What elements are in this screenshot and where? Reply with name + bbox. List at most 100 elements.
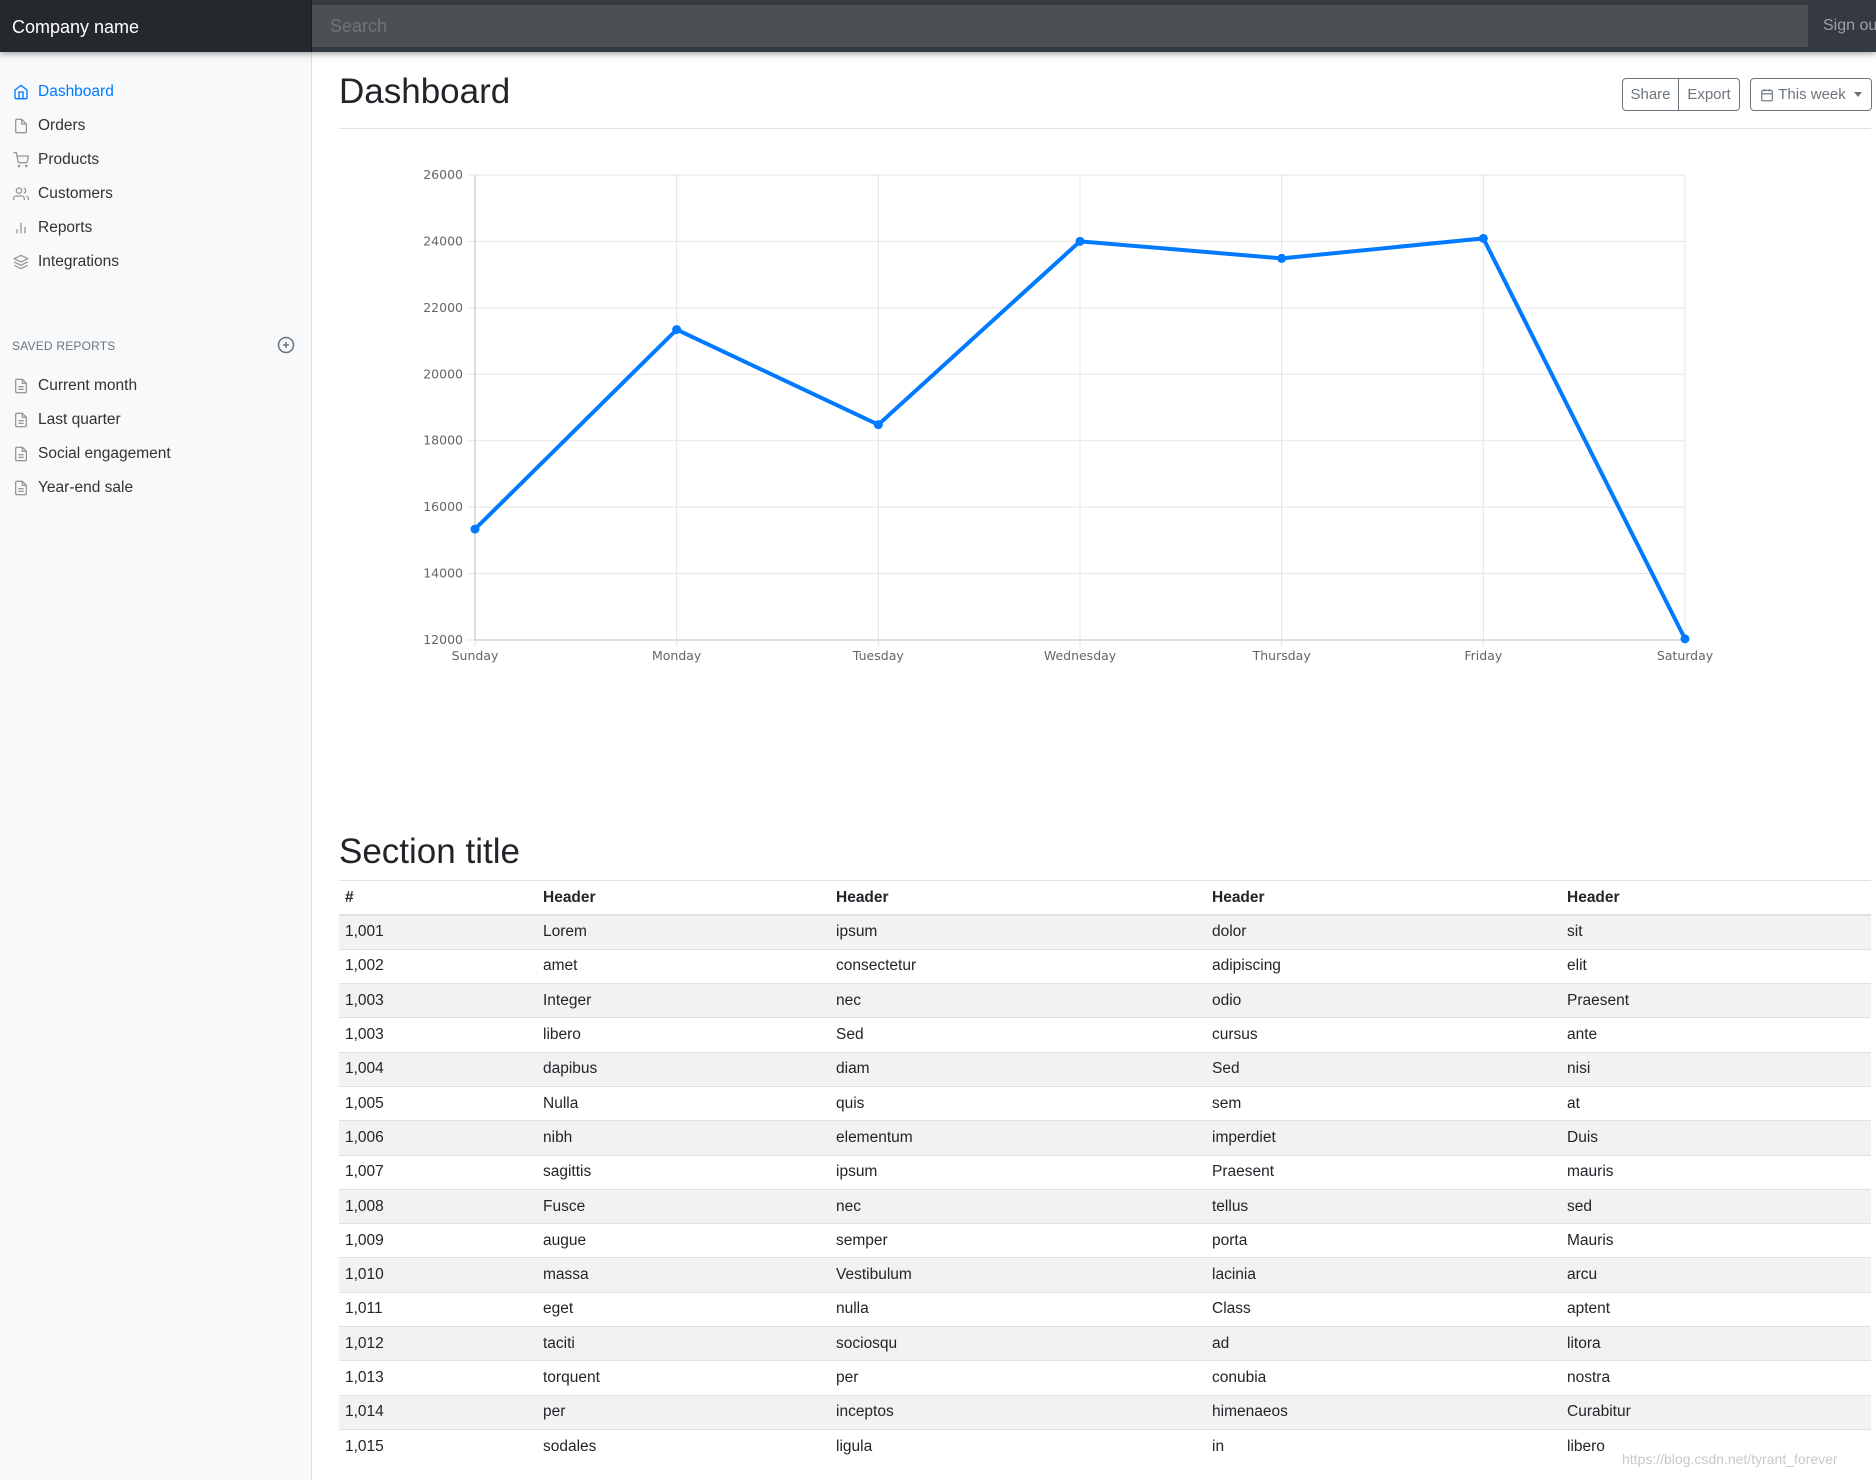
- table-cell: 1,014: [339, 1394, 537, 1430]
- export-button[interactable]: Export: [1678, 78, 1740, 111]
- column-header: Header: [537, 881, 830, 916]
- period-label: This week: [1778, 86, 1846, 103]
- table-row: 1,011 eget nulla Class aptent: [339, 1291, 1871, 1327]
- file-icon: [12, 117, 30, 135]
- saved-reports-heading: SAVED REPORTS: [12, 339, 116, 353]
- table-cell: augue: [537, 1223, 830, 1258]
- sidebar-item-social-engagement[interactable]: Social engagement: [0, 435, 312, 473]
- x-tick-label: Tuesday: [852, 648, 904, 663]
- table-cell: quis: [830, 1085, 1206, 1121]
- sidebar-item-reports[interactable]: Reports: [0, 209, 312, 247]
- table-cell: adipiscing: [1206, 948, 1561, 984]
- table-cell: diam: [830, 1051, 1206, 1087]
- section-title: Section title: [339, 832, 520, 871]
- column-header: Header: [1561, 881, 1871, 916]
- table-cell: 1,007: [339, 1154, 537, 1190]
- share-button[interactable]: Share: [1622, 78, 1679, 111]
- table-cell: massa: [537, 1257, 830, 1293]
- sign-out-link[interactable]: Sign ou: [1823, 17, 1876, 34]
- sidebar-item-customers[interactable]: Customers: [0, 175, 312, 213]
- table-cell: Vestibulum: [830, 1257, 1206, 1293]
- file-text-icon: [12, 445, 30, 463]
- table-row: 1,003 libero Sed cursus ante: [339, 1017, 1871, 1053]
- data-point: [672, 325, 682, 335]
- period-dropdown[interactable]: This week: [1750, 78, 1872, 111]
- table-cell: lacinia: [1206, 1257, 1561, 1293]
- table-cell: Integer: [537, 983, 830, 1018]
- sidebar-item-integrations[interactable]: Integrations: [0, 243, 312, 281]
- x-tick-label: Wednesday: [1044, 648, 1117, 663]
- plus-circle-icon[interactable]: [277, 336, 295, 354]
- table-cell: sed: [1561, 1188, 1871, 1224]
- sidebar-item-label: Current month: [38, 377, 138, 394]
- sidebar-item-year-end-sale[interactable]: Year-end sale: [0, 469, 312, 507]
- table-row: 1,001 Lorem ipsum dolor sit: [339, 914, 1871, 950]
- table-cell: porta: [1206, 1223, 1561, 1258]
- table-cell: Curabitur: [1561, 1394, 1871, 1430]
- table-cell: Lorem: [537, 914, 830, 950]
- table-cell: nibh: [537, 1120, 830, 1156]
- x-tick-label: Monday: [652, 648, 702, 663]
- table-row: 1,012 taciti sociosqu ad litora: [339, 1326, 1871, 1361]
- sidebar-item-products[interactable]: Products: [0, 141, 312, 179]
- table-cell: ipsum: [830, 914, 1206, 950]
- table-cell: 1,009: [339, 1223, 537, 1258]
- data-point: [470, 524, 480, 534]
- table-cell: himenaeos: [1206, 1394, 1561, 1430]
- table-cell: ipsum: [830, 1154, 1206, 1190]
- table-cell: torquent: [537, 1360, 830, 1396]
- sidebar-item-label: Reports: [38, 219, 93, 236]
- sidebar-item-label: Last quarter: [38, 411, 121, 428]
- column-header: Header: [830, 881, 1206, 916]
- sidebar-item-current-month[interactable]: Current month: [0, 367, 312, 405]
- table-cell: 1,010: [339, 1257, 537, 1293]
- table-cell: 1,002: [339, 948, 537, 984]
- table-cell: Mauris: [1561, 1223, 1871, 1258]
- table-cell: Duis: [1561, 1120, 1871, 1156]
- table-cell: sit: [1561, 914, 1871, 950]
- file-text-icon: [12, 377, 30, 395]
- search-input[interactable]: [312, 5, 1808, 47]
- table-cell: nec: [830, 1188, 1206, 1224]
- table-cell: dolor: [1206, 914, 1561, 950]
- sidebar-item-dashboard[interactable]: Dashboard: [0, 73, 312, 111]
- table-row: 1,008 Fusce nec tellus sed: [339, 1188, 1871, 1224]
- layers-icon: [12, 253, 30, 271]
- users-icon: [12, 185, 30, 203]
- bar-chart-icon: [12, 219, 30, 237]
- file-text-icon: [12, 411, 30, 429]
- table-cell: Nulla: [537, 1085, 830, 1121]
- table-cell: 1,005: [339, 1085, 537, 1121]
- table-cell: litora: [1561, 1326, 1871, 1361]
- table-cell: amet: [537, 948, 830, 984]
- y-tick-label: 12000: [423, 632, 463, 647]
- table-cell: Sed: [1206, 1051, 1561, 1087]
- sidebar-item-label: Orders: [38, 117, 86, 134]
- table-cell: ad: [1206, 1326, 1561, 1361]
- table-cell: taciti: [537, 1326, 830, 1361]
- table-cell: 1,015: [339, 1428, 537, 1464]
- y-tick-label: 22000: [423, 300, 463, 315]
- table-cell: nec: [830, 983, 1206, 1018]
- home-icon: [12, 83, 30, 101]
- table-cell: sagittis: [537, 1154, 830, 1190]
- table-cell: Sed: [830, 1017, 1206, 1053]
- table-cell: 1,003: [339, 1017, 537, 1053]
- top-navbar: Company name Sign ou: [0, 0, 1876, 52]
- sidebar-item-last-quarter[interactable]: Last quarter: [0, 401, 312, 439]
- table-cell: Class: [1206, 1291, 1561, 1327]
- x-tick-label: Thursday: [1252, 648, 1312, 663]
- table-cell: nostra: [1561, 1360, 1871, 1396]
- x-tick-label: Sunday: [452, 648, 499, 663]
- table-cell: libero: [1561, 1428, 1871, 1464]
- table-row: 1,006 nibh elementum imperdiet Duis: [339, 1120, 1871, 1156]
- brand-logo[interactable]: Company name: [0, 0, 312, 52]
- table-cell: ligula: [830, 1428, 1206, 1464]
- shopping-cart-icon: [12, 151, 30, 169]
- table-cell: per: [830, 1360, 1206, 1396]
- table-row: 1,005 Nulla quis sem at: [339, 1085, 1871, 1121]
- y-tick-label: 18000: [423, 433, 463, 448]
- table-cell: nulla: [830, 1291, 1206, 1327]
- sidebar-item-label: Social engagement: [38, 445, 171, 462]
- sidebar-item-orders[interactable]: Orders: [0, 107, 312, 145]
